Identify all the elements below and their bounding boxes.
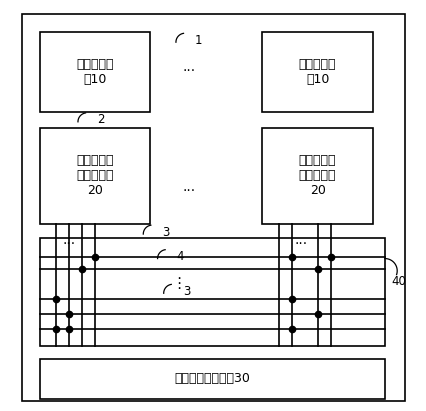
Text: ⋮: ⋮ xyxy=(171,275,186,291)
Bar xyxy=(40,128,150,224)
Text: 电压选择开
关阵列单元
20: 电压选择开 关阵列单元 20 xyxy=(298,155,336,197)
Text: 2: 2 xyxy=(97,113,104,126)
Text: ...: ... xyxy=(294,233,307,247)
Text: 电阻阵列单
元10: 电阻阵列单 元10 xyxy=(298,58,336,86)
Bar xyxy=(262,32,372,112)
Text: ...: ... xyxy=(62,233,75,247)
Text: 电阻阵列单
元10: 电阻阵列单 元10 xyxy=(76,58,114,86)
Text: 3: 3 xyxy=(182,285,190,298)
Bar xyxy=(40,238,384,346)
Text: 电压选择开
关阵列单元
20: 电压选择开 关阵列单元 20 xyxy=(76,155,114,197)
Text: 3: 3 xyxy=(162,226,170,238)
Text: ...: ... xyxy=(182,180,195,194)
Bar xyxy=(262,128,372,224)
Text: 1: 1 xyxy=(195,34,202,47)
Text: 4: 4 xyxy=(176,250,184,263)
Text: 数字逻辑电路单元30: 数字逻辑电路单元30 xyxy=(174,372,250,386)
Bar xyxy=(40,358,384,399)
Text: ...: ... xyxy=(182,60,195,74)
Text: 40: 40 xyxy=(390,275,405,288)
Bar xyxy=(40,32,150,112)
